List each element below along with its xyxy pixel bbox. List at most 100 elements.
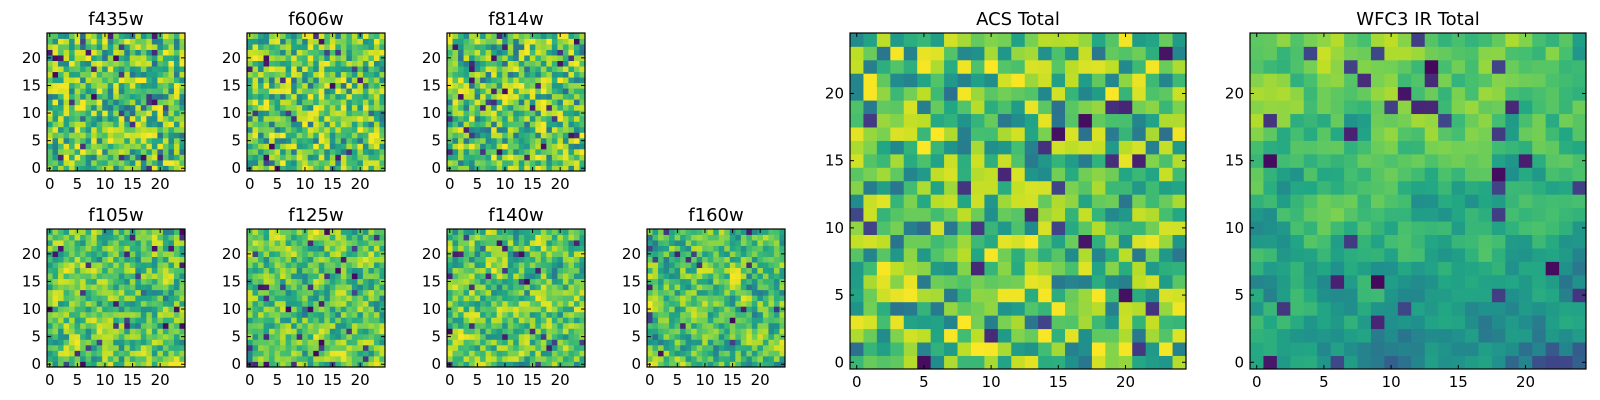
heatmap-cell	[546, 159, 553, 166]
heatmap-cell	[647, 339, 653, 346]
heatmap-cell	[85, 154, 92, 161]
heatmap-cell	[1132, 221, 1147, 235]
heatmap-cell	[568, 322, 575, 329]
heatmap-cell	[458, 49, 464, 56]
heatmap-cell	[307, 137, 314, 144]
heatmap-cell	[768, 256, 775, 263]
heatmap-cell	[562, 66, 569, 73]
heatmap-cell	[357, 88, 364, 95]
heatmap-cell	[518, 322, 525, 329]
heatmap-cell	[335, 110, 342, 117]
heatmap-cell	[1024, 355, 1039, 370]
heatmap-cell	[474, 55, 481, 61]
heatmap-cell	[291, 71, 298, 78]
heatmap-cell	[1078, 194, 1093, 209]
heatmap-cell	[362, 273, 369, 280]
heatmap-cell	[263, 66, 270, 73]
heatmap-cell	[362, 339, 369, 346]
heatmap-cell	[746, 306, 753, 313]
heatmap-cell	[252, 355, 259, 362]
heatmap-cell	[58, 333, 64, 340]
heatmap-cell	[513, 339, 520, 346]
heatmap-cell	[173, 273, 180, 280]
heatmap-cell	[551, 154, 558, 161]
heatmap-cell	[779, 322, 786, 329]
heatmap-cell	[269, 344, 275, 351]
heatmap-cell	[146, 284, 153, 291]
heatmap-cell	[351, 289, 358, 296]
heatmap-cell	[263, 328, 270, 335]
heatmap-cell	[485, 82, 492, 89]
heatmap-cell	[285, 262, 292, 269]
heatmap-cell	[685, 251, 692, 257]
heatmap-cell	[944, 315, 958, 330]
heatmap-cell	[340, 273, 347, 280]
heatmap-cell	[102, 306, 109, 313]
heatmap-cell	[102, 295, 109, 302]
heatmap-cell	[362, 77, 369, 84]
heatmap-cell	[850, 180, 864, 195]
heatmap-cell	[779, 317, 786, 324]
heatmap-cell	[379, 44, 386, 50]
heatmap-cell	[285, 300, 292, 307]
heatmap-cell	[291, 121, 298, 128]
heatmap-cell	[463, 60, 470, 67]
heatmap-cell	[357, 273, 364, 280]
heatmap-cell	[135, 322, 142, 329]
heatmap-cell	[507, 251, 514, 257]
heatmap-cell	[80, 240, 87, 246]
heatmap-cell	[118, 278, 125, 285]
heatmap-cell	[173, 267, 180, 274]
x-tick-label: 15	[323, 371, 342, 389]
heatmap-cell	[146, 306, 153, 313]
heatmap-cell	[113, 66, 120, 73]
heatmap-cell	[652, 328, 659, 335]
heatmap-cell	[507, 148, 514, 155]
heatmap-cell	[452, 104, 459, 111]
heatmap-cell	[168, 137, 175, 144]
heatmap-cell	[313, 306, 320, 313]
heatmap-cell	[247, 322, 253, 329]
heatmap-cell	[779, 245, 786, 252]
heatmap-cell	[579, 273, 586, 280]
heatmap-cell	[562, 121, 569, 128]
heatmap-cell	[762, 245, 769, 252]
heatmap-cell	[713, 361, 720, 368]
heatmap-cell	[102, 234, 109, 241]
heatmap-cell	[1132, 194, 1147, 209]
heatmap-cell	[702, 350, 709, 357]
heatmap-cell	[335, 229, 342, 235]
heatmap-cell	[340, 267, 347, 274]
heatmap-cell	[362, 251, 369, 257]
heatmap-cell	[579, 300, 586, 307]
heatmap-cell	[74, 126, 81, 133]
heatmap-cell	[540, 55, 547, 61]
heatmap-cell	[340, 143, 347, 150]
heatmap-cell	[102, 55, 109, 61]
heatmap-cell	[768, 284, 775, 291]
heatmap-cell	[680, 267, 687, 274]
heatmap-cell	[140, 137, 147, 144]
heatmap-cell	[379, 234, 386, 241]
heatmap-cell	[368, 126, 375, 133]
heatmap-cell	[346, 154, 353, 161]
heatmap-cell	[496, 104, 503, 111]
heatmap-cell	[85, 165, 92, 172]
heatmap-cell	[379, 132, 386, 139]
heatmap-cell	[263, 99, 270, 106]
heatmap-cell	[485, 350, 492, 357]
heatmap-cell	[91, 38, 98, 45]
heatmap-cell	[96, 278, 103, 285]
heatmap-cell	[280, 256, 287, 263]
heatmap-cell	[118, 88, 125, 95]
heatmap-cell	[447, 49, 453, 56]
y-tick-label: 0	[231, 355, 241, 373]
heatmap-cell	[258, 60, 264, 67]
heatmap-cell	[247, 300, 253, 307]
heatmap-cell	[102, 44, 109, 50]
heatmap-cell	[85, 55, 92, 61]
heatmap-cell	[368, 148, 375, 155]
heatmap-cell	[546, 355, 553, 362]
heatmap-cell	[735, 333, 742, 340]
heatmap-cell	[540, 339, 547, 346]
